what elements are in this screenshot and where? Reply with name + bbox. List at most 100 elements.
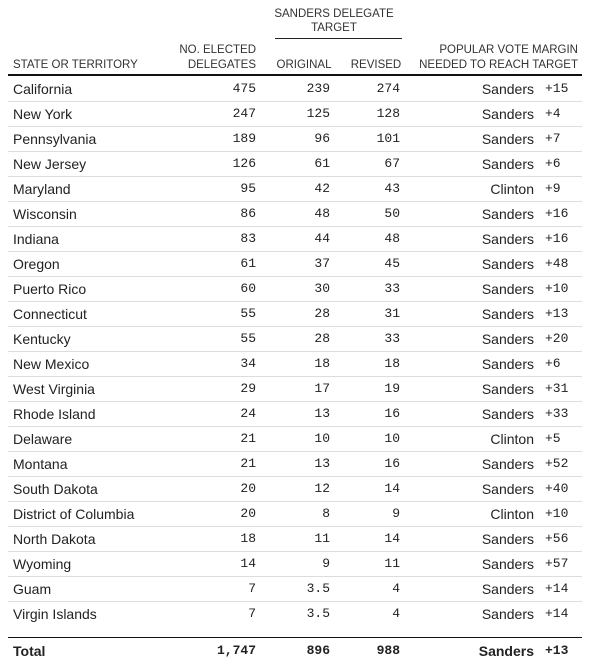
leader-cell: Clinton xyxy=(490,506,534,522)
original-cell: 30 xyxy=(314,281,330,296)
margin-cell: +57 xyxy=(545,556,569,571)
elected-cell: 247 xyxy=(232,106,256,121)
revised-cell: 50 xyxy=(384,206,400,221)
row-divider xyxy=(8,476,582,477)
original-cell: 125 xyxy=(306,106,330,121)
elected-cell: 7 xyxy=(248,606,256,621)
total-margin: +13 xyxy=(545,643,569,658)
row-divider xyxy=(8,226,582,227)
elected-cell: 126 xyxy=(232,156,256,171)
state-cell: West Virginia xyxy=(13,381,95,397)
leader-cell: Sanders xyxy=(481,306,534,322)
elected-cell: 20 xyxy=(240,506,256,521)
margin-cell: +4 xyxy=(545,106,561,121)
margin-cell: +9 xyxy=(545,181,561,196)
total-revised: 988 xyxy=(376,643,400,658)
original-cell: 48 xyxy=(314,206,330,221)
margin-cell: +20 xyxy=(545,331,569,346)
original-cell: 61 xyxy=(314,156,330,171)
margin-cell: +33 xyxy=(545,406,569,421)
elected-cell: 7 xyxy=(248,581,256,596)
elected-cell: 55 xyxy=(240,306,256,321)
row-divider xyxy=(8,526,582,527)
revised-cell: 33 xyxy=(384,281,400,296)
original-cell: 11 xyxy=(314,531,330,546)
leader-cell: Sanders xyxy=(481,356,534,372)
original-cell: 42 xyxy=(314,181,330,196)
state-cell: Rhode Island xyxy=(13,406,96,422)
leader-cell: Sanders xyxy=(481,281,534,297)
original-cell: 8 xyxy=(322,506,330,521)
revised-cell: 9 xyxy=(392,506,400,521)
state-cell: Montana xyxy=(13,456,68,472)
margin-cell: +10 xyxy=(545,281,569,296)
state-cell: Virgin Islands xyxy=(13,606,97,622)
revised-cell: 14 xyxy=(384,531,400,546)
revised-cell: 31 xyxy=(384,306,400,321)
column-header: REVISED xyxy=(350,59,402,71)
state-cell: Pennsylvania xyxy=(13,131,97,147)
revised-cell: 18 xyxy=(384,356,400,371)
column-header: DELEGATES xyxy=(187,59,256,71)
elected-cell: 55 xyxy=(240,331,256,346)
original-cell: 9 xyxy=(322,556,330,571)
row-divider xyxy=(8,451,582,452)
row-divider xyxy=(8,501,582,502)
state-cell: Wisconsin xyxy=(13,206,77,222)
state-cell: California xyxy=(13,81,73,97)
revised-cell: 14 xyxy=(384,481,400,496)
leader-cell: Sanders xyxy=(481,581,534,597)
elected-cell: 18 xyxy=(240,531,256,546)
total-elected: 1,747 xyxy=(216,643,256,658)
state-cell: New York xyxy=(13,106,73,122)
revised-cell: 16 xyxy=(384,456,400,471)
original-cell: 44 xyxy=(314,231,330,246)
leader-cell: Sanders xyxy=(481,156,534,172)
state-cell: North Dakota xyxy=(13,531,96,547)
leader-cell: Clinton xyxy=(490,431,534,447)
leader-cell: Sanders xyxy=(481,81,534,97)
state-cell: Indiana xyxy=(13,231,59,247)
header-rule xyxy=(8,74,582,76)
leader-cell: Sanders xyxy=(481,231,534,247)
elected-cell: 60 xyxy=(240,281,256,296)
margin-cell: +14 xyxy=(545,606,569,621)
leader-cell: Sanders xyxy=(481,606,534,622)
elected-cell: 86 xyxy=(240,206,256,221)
row-divider xyxy=(8,126,582,127)
row-divider xyxy=(8,176,582,177)
margin-cell: +48 xyxy=(545,256,569,271)
original-cell: 10 xyxy=(314,431,330,446)
state-cell: Delaware xyxy=(13,431,73,447)
revised-cell: 10 xyxy=(384,431,400,446)
state-cell: South Dakota xyxy=(13,481,98,497)
total-state: Total xyxy=(13,643,46,659)
leader-cell: Sanders xyxy=(481,106,534,122)
column-header: ORIGINAL xyxy=(276,59,332,71)
original-cell: 12 xyxy=(314,481,330,496)
group-rule xyxy=(275,38,402,39)
elected-cell: 14 xyxy=(240,556,256,571)
state-cell: Connecticut xyxy=(13,306,87,322)
original-cell: 17 xyxy=(314,381,330,396)
margin-cell: +40 xyxy=(545,481,569,496)
leader-cell: Sanders xyxy=(481,481,534,497)
revised-cell: 11 xyxy=(384,556,400,571)
row-divider xyxy=(8,201,582,202)
leader-cell: Sanders xyxy=(481,556,534,572)
margin-cell: +5 xyxy=(545,431,561,446)
margin-cell: +15 xyxy=(545,81,569,96)
row-divider xyxy=(8,601,582,602)
revised-cell: 16 xyxy=(384,406,400,421)
state-cell: New Mexico xyxy=(13,356,90,372)
revised-cell: 33 xyxy=(384,331,400,346)
leader-cell: Sanders xyxy=(481,456,534,472)
group-header: TARGET xyxy=(311,22,357,34)
leader-cell: Sanders xyxy=(481,131,534,147)
leader-cell: Sanders xyxy=(481,206,534,222)
margin-cell: +14 xyxy=(545,581,569,596)
elected-cell: 21 xyxy=(240,456,256,471)
row-divider xyxy=(8,351,582,352)
leader-cell: Sanders xyxy=(481,381,534,397)
revised-cell: 43 xyxy=(384,181,400,196)
